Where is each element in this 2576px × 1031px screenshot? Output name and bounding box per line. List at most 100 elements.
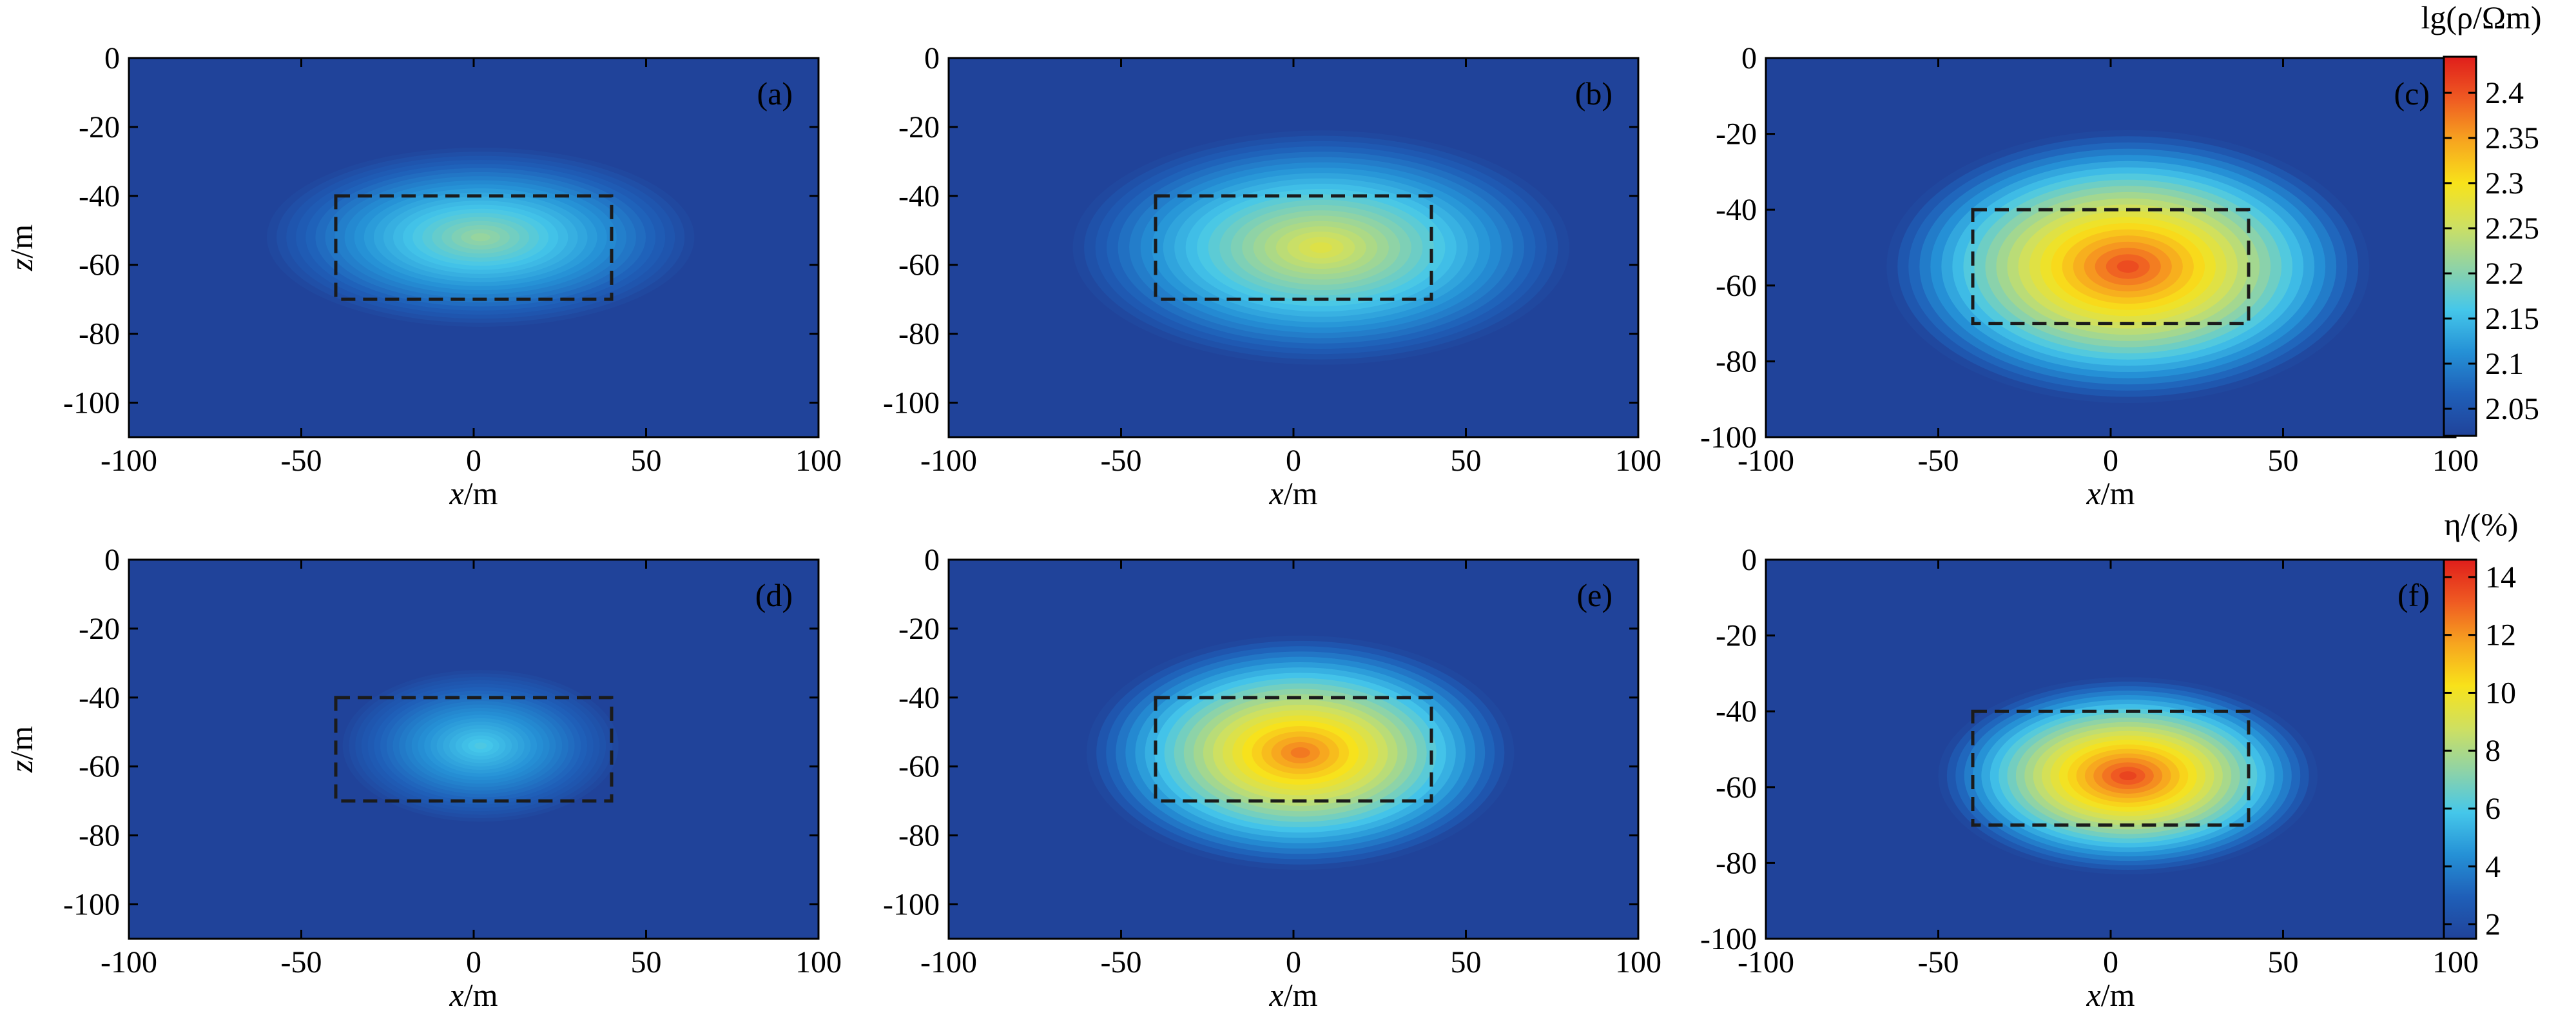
x-tick-label: 100 <box>1615 444 1661 478</box>
y-tick-label: -80 <box>898 317 940 351</box>
colorbar-tick-label: 2.15 <box>2485 302 2539 336</box>
x-tick-label: 100 <box>795 444 842 478</box>
colorbar-tick-label: 4 <box>2485 850 2501 884</box>
colorbar-chargeability: 2 4 6 8 10 12 14 η/(%) <box>2443 506 2519 942</box>
y-tick-label: 0 <box>104 41 120 75</box>
colorbar-tick-label: 2.4 <box>2485 76 2524 110</box>
x-tick-label: 100 <box>2432 444 2479 478</box>
y-axis-label: z/m <box>3 726 39 773</box>
y-tick-label: -100 <box>63 888 120 922</box>
panel-b: -100 -50 0 50 100 0 -20 -40 -60 -80 -100 x/m (b) <box>883 41 1661 511</box>
colorbar-ramp <box>2443 55 2477 437</box>
colorbar-tick-label: 10 <box>2485 676 2516 710</box>
colorbar-title: lg(ρ/Ωm) <box>2421 0 2541 35</box>
panel-label: (c) <box>2394 75 2430 112</box>
x-tick-label: 100 <box>2432 945 2479 979</box>
target-box <box>334 696 614 803</box>
contour-band <box>474 742 487 749</box>
x-tick-label: 0 <box>1286 444 1301 478</box>
x-tick-label: 100 <box>1615 945 1661 979</box>
y-tick-label: -20 <box>898 110 940 144</box>
x-axis-label: x/m <box>1269 977 1318 1013</box>
x-tick-label: -100 <box>1738 945 1794 979</box>
colorbar-tick-label: 2.2 <box>2485 257 2524 291</box>
x-tick-label: -100 <box>1738 444 1794 478</box>
colorbar-tick-label: 2.05 <box>2485 392 2539 426</box>
y-tick-label: -40 <box>1716 694 1757 729</box>
colorbars: 2.05 2.1 2.15 2.2 2.25 2.3 2.35 2.4 lg(ρ/Ωm) 2 4 6 8… <box>2421 0 2541 942</box>
colorbar-tick-label: 2.25 <box>2485 211 2539 246</box>
x-tick-label: -100 <box>101 444 157 478</box>
panel-label: (d) <box>755 577 793 613</box>
y-tick-label: -80 <box>79 819 120 853</box>
colorbar-tick-label: 2 <box>2485 908 2501 942</box>
x-tick-label: 0 <box>1286 945 1301 979</box>
heatmap-field <box>949 560 1638 939</box>
x-tick-label: -100 <box>101 945 157 979</box>
x-tick-label: 50 <box>2268 444 2299 478</box>
y-tick-label: 0 <box>1741 41 1757 75</box>
panel-a: -100 -50 0 50 100 0 -20 -40 -60 -80 -100 x/m z/m (a) <box>3 41 842 511</box>
colorbar-ramp <box>2443 558 2477 940</box>
heatmap-field <box>129 560 818 939</box>
y-tick-label: -40 <box>898 179 940 213</box>
x-tick-label: -50 <box>1918 444 1959 478</box>
contour-band <box>2116 260 2139 273</box>
y-tick-label: -100 <box>1700 922 1757 956</box>
colorbar-title: η/(%) <box>2445 506 2519 542</box>
panel-label: (f) <box>2397 577 2430 613</box>
y-tick-label: -40 <box>1716 193 1757 227</box>
y-tick-label: -80 <box>898 819 940 853</box>
y-tick-label: -100 <box>883 386 940 420</box>
y-tick-label: -40 <box>79 681 120 715</box>
contour-band <box>1310 242 1333 253</box>
colorbar-tick-label: 2.35 <box>2485 121 2539 155</box>
target-box <box>1971 208 2251 326</box>
x-axis-label: x/m <box>449 475 498 511</box>
panel-d: -100 -50 0 50 100 0 -20 -40 -60 -80 -100 x/m z/m (d) <box>3 543 842 1013</box>
y-tick-label: -60 <box>898 248 940 282</box>
x-tick-label: -50 <box>281 444 322 478</box>
target-box <box>1971 709 2251 827</box>
y-tick-label: -100 <box>883 888 940 922</box>
panel-c: -100 -50 0 50 100 0 -20 -40 -60 -80 -100 x/m (c) <box>1700 41 2479 511</box>
x-tick-label: 0 <box>466 444 481 478</box>
x-axis-label: x/m <box>1269 475 1318 511</box>
x-tick-label: -50 <box>1101 444 1142 478</box>
y-tick-label: -20 <box>79 612 120 646</box>
contour-band <box>1290 747 1310 758</box>
y-tick-label: -80 <box>1716 846 1757 880</box>
target-box <box>334 194 614 301</box>
y-tick-label: 0 <box>924 543 940 577</box>
colorbar-tick-label: 6 <box>2485 792 2501 826</box>
contour-band <box>470 233 490 242</box>
x-tick-label: 0 <box>466 945 481 979</box>
y-tick-label: -100 <box>1700 420 1757 455</box>
x-tick-label: 50 <box>631 444 662 478</box>
x-tick-label: 100 <box>795 945 842 979</box>
y-tick-label: -20 <box>898 612 940 646</box>
x-axis-label: x/m <box>449 977 498 1013</box>
heatmap-field <box>1766 58 2455 437</box>
y-tick-label: -60 <box>1716 771 1757 805</box>
y-tick-label: -20 <box>1716 619 1757 653</box>
y-axis-label: z/m <box>3 224 39 271</box>
colorbar-tick-label: 8 <box>2485 734 2501 768</box>
panel-e: -100 -50 0 50 100 0 -20 -40 -60 -80 -100 x/m (e) <box>883 543 1661 1013</box>
y-tick-label: -40 <box>79 179 120 213</box>
y-tick-label: -80 <box>79 317 120 351</box>
y-tick-label: -20 <box>1716 117 1757 152</box>
y-tick-label: 0 <box>924 41 940 75</box>
heatmap-field <box>1766 560 2455 939</box>
y-tick-label: -60 <box>898 750 940 784</box>
panel-label: (e) <box>1577 577 1613 613</box>
colorbar-resistivity: 2.05 2.1 2.15 2.2 2.25 2.3 2.35 2.4 lg(ρ/Ωm) <box>2421 0 2542 437</box>
x-tick-label: 0 <box>2103 945 2118 979</box>
colorbar-tick-label: 2.3 <box>2485 166 2524 201</box>
colorbar-tick-label: 2.1 <box>2485 347 2524 381</box>
x-axis-label: x/m <box>2086 475 2135 511</box>
panel-label: (a) <box>757 75 793 112</box>
y-tick-label: -60 <box>1716 269 1757 303</box>
x-tick-label: -50 <box>281 945 322 979</box>
x-tick-label: 0 <box>2103 444 2118 478</box>
